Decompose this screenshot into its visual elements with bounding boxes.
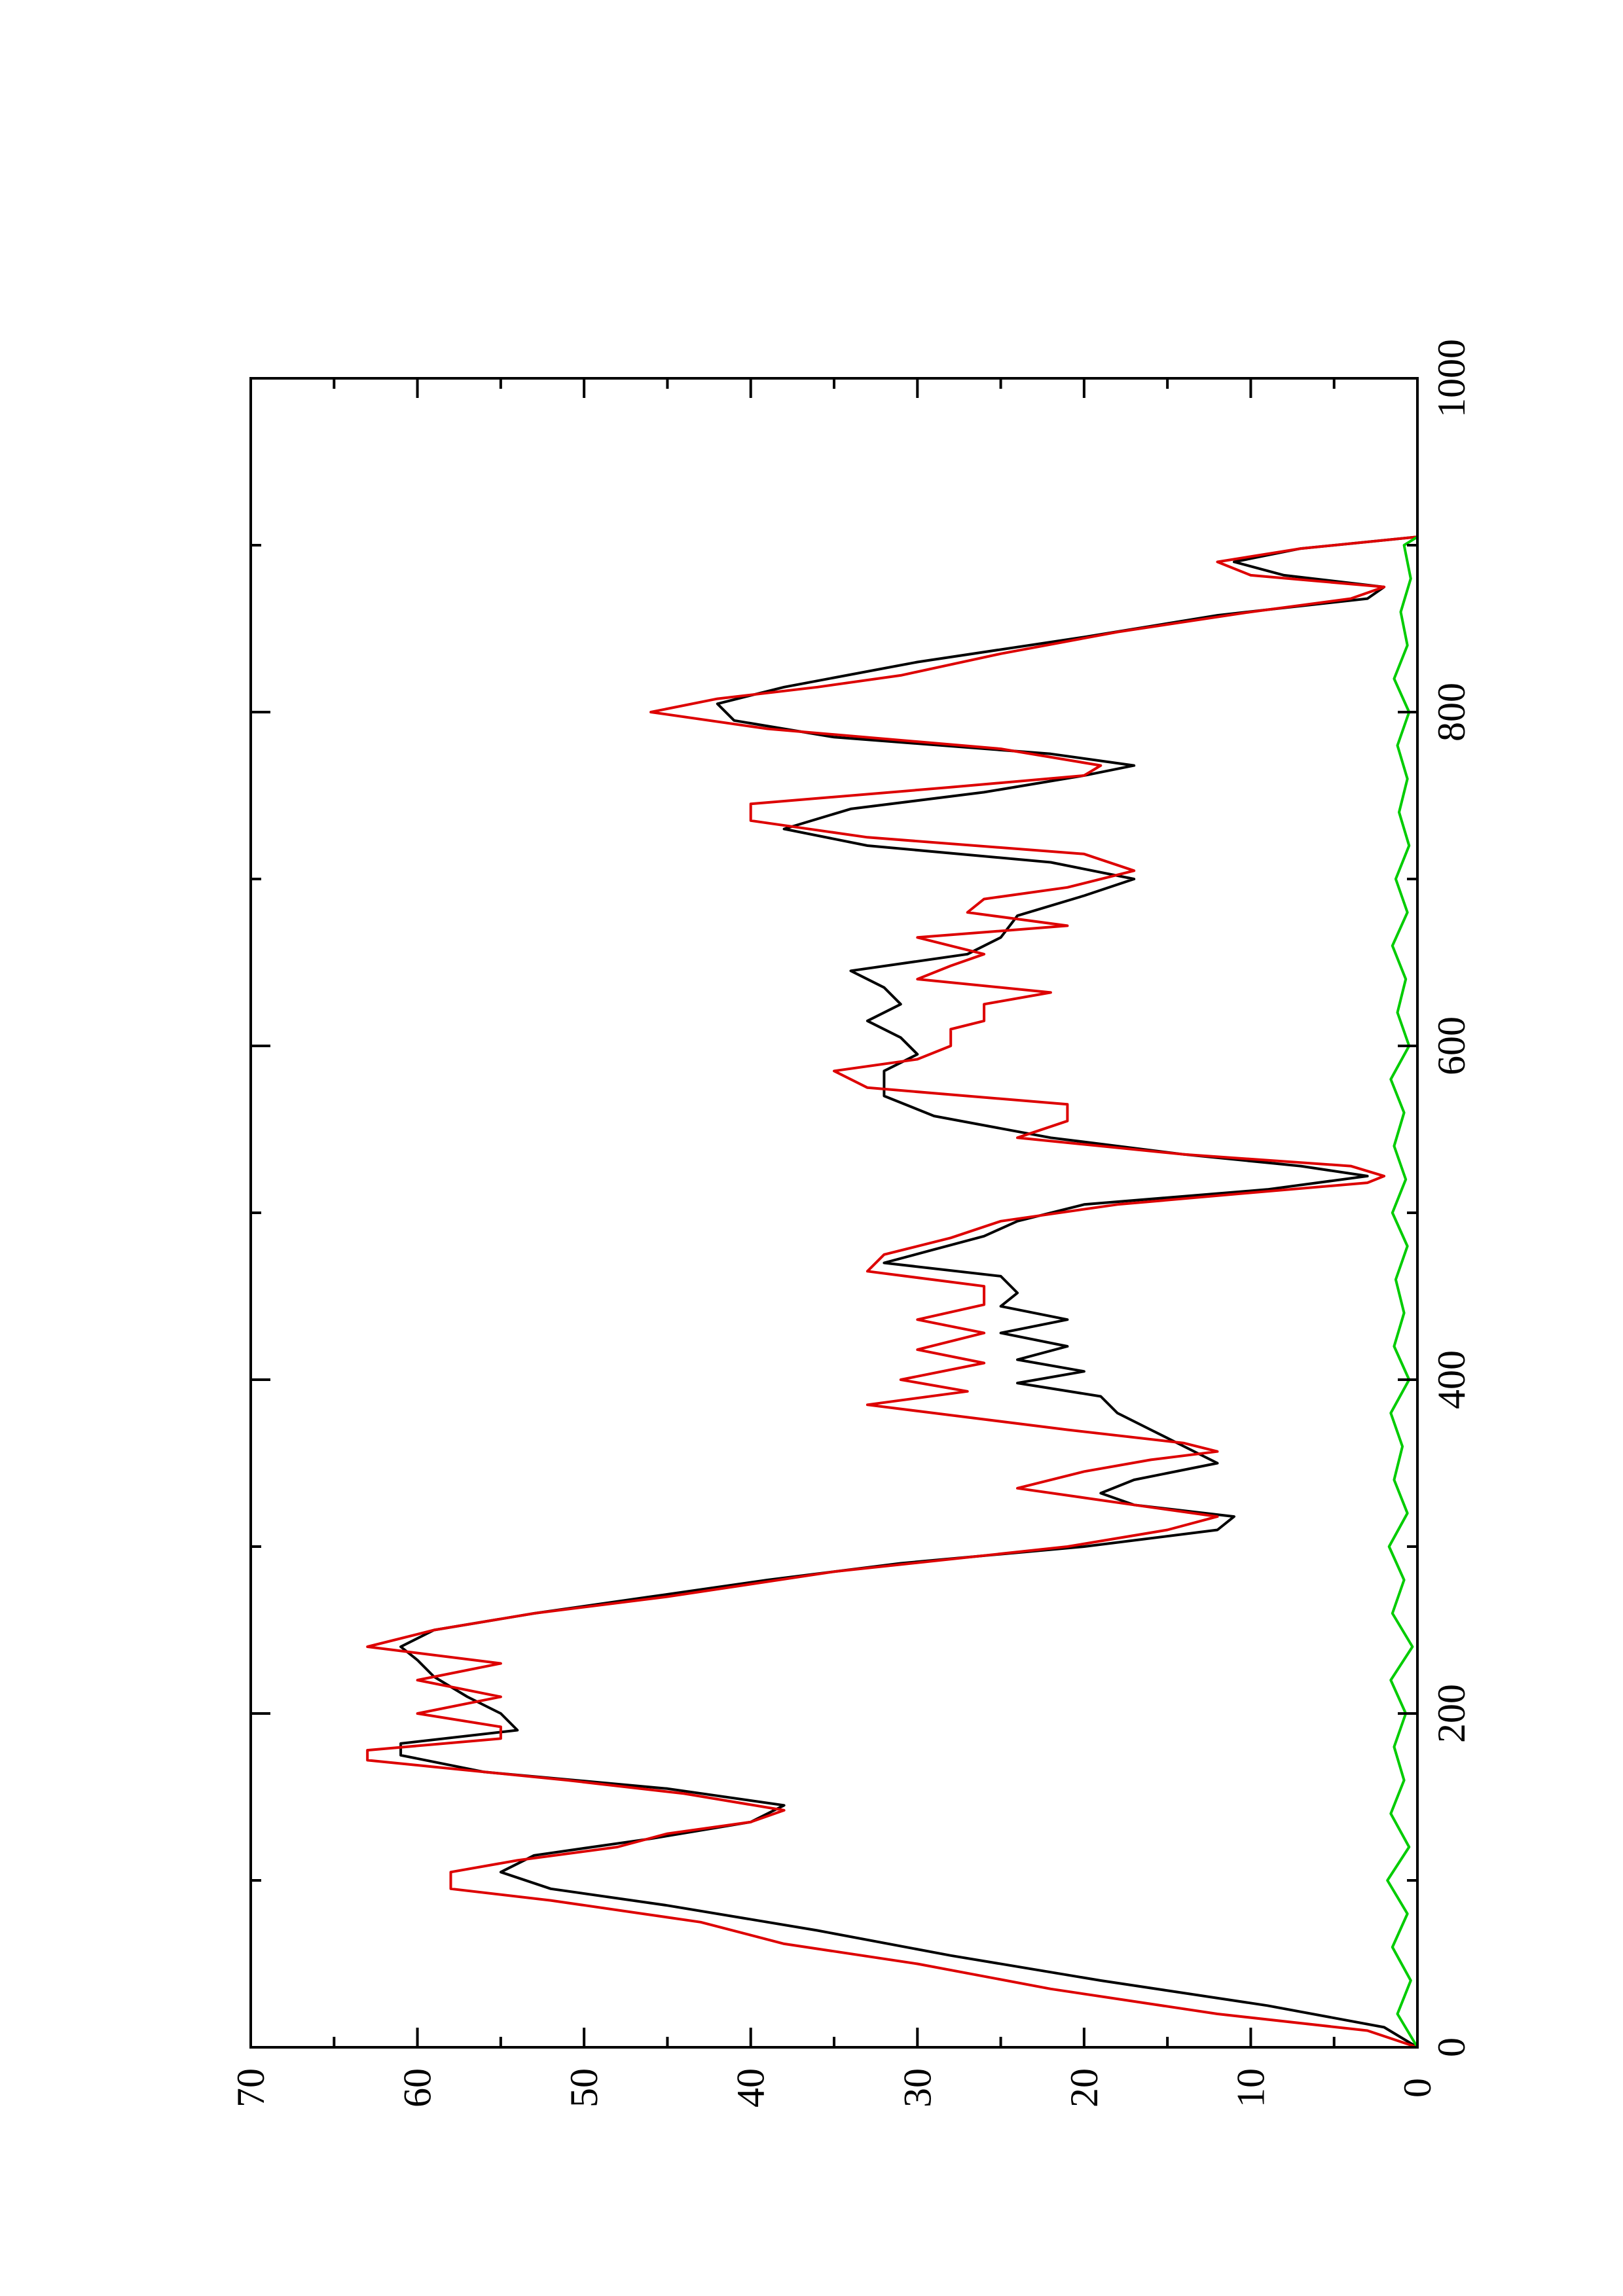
- axes: 0 200 400 600 800 1000 0 10 20 30 40 50 60 70: [229, 339, 1473, 2108]
- x-tick-label: 200: [1430, 1684, 1473, 1743]
- y-tick-label: 10: [1229, 2068, 1272, 2108]
- y-tick-label: 70: [229, 2068, 272, 2108]
- x-tick-label: 600: [1430, 1016, 1473, 1075]
- x-tick-label: 0: [1430, 2037, 1473, 2057]
- plot-frame: [249, 377, 1419, 2049]
- x-tick-label: 400: [1430, 1350, 1473, 1409]
- y-tick-label: 40: [729, 2068, 773, 2108]
- y-tick-label: 60: [396, 2068, 439, 2108]
- y-tick-label: 0: [1396, 2078, 1439, 2098]
- y-tick-label: 50: [562, 2068, 606, 2108]
- series-line-0: [399, 535, 1419, 2049]
- plot-area: [366, 535, 1419, 2049]
- series-line-2: [1386, 535, 1419, 2049]
- y-tick-label: 20: [1063, 2068, 1106, 2108]
- x-tick-label: 800: [1430, 683, 1473, 742]
- series-line-1: [366, 535, 1418, 2049]
- y-tick-label: 30: [896, 2068, 939, 2108]
- x-tick-label: 1000: [1430, 339, 1473, 418]
